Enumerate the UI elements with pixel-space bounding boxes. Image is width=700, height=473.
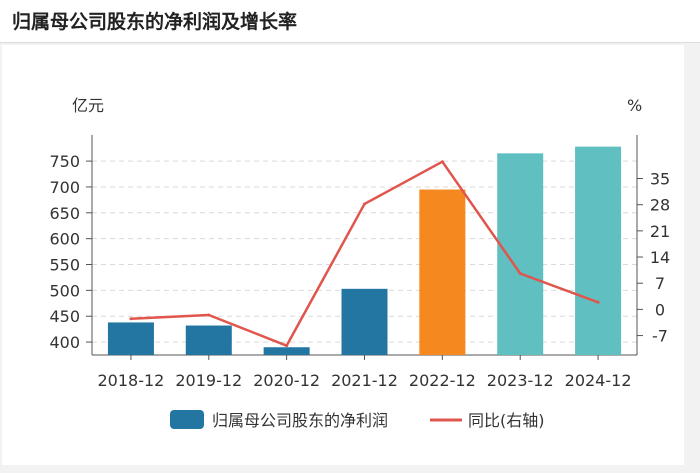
- x-tick-label: 2020-12: [253, 371, 320, 390]
- x-tick-label: 2019-12: [175, 371, 242, 390]
- right-tick-label: -7: [652, 327, 668, 346]
- bar-2018-12: [107, 322, 154, 355]
- right-tick-label: 35: [650, 170, 670, 189]
- bar-2023-12: [497, 153, 544, 355]
- right-tick-label: 14: [650, 248, 670, 267]
- left-tick-label: 600: [49, 230, 80, 249]
- x-tick-label: 2024-12: [565, 371, 632, 390]
- x-tick-label: 2023-12: [487, 371, 554, 390]
- growth-point-2019-12: [207, 313, 211, 317]
- bar-2022-12: [419, 189, 466, 355]
- right-tick-label: 21: [650, 222, 670, 241]
- x-tick-label: 2018-12: [97, 371, 164, 390]
- growth-point-2023-12: [518, 271, 522, 275]
- bar-2019-12: [185, 325, 232, 355]
- right-axis-unit: %: [627, 96, 642, 115]
- bar-2021-12: [341, 288, 388, 355]
- left-tick-label: 750: [49, 152, 80, 171]
- right-tick-label: 0: [655, 300, 665, 319]
- left-axis-unit: 亿元: [72, 96, 104, 115]
- bar-2020-12: [263, 347, 310, 355]
- left-tick-label: 550: [49, 256, 80, 275]
- legend-swatch-profit: [170, 410, 204, 429]
- chart-svg: 400 450 500 550 600 650 700 750 -7 0 7 14 21 28 35 亿元 % 2…: [49, 96, 670, 430]
- right-tick-label: 28: [650, 196, 670, 215]
- growth-point-2024-12: [596, 300, 600, 304]
- chart-card: 400 450 500 550 600 650 700 750 -7 0 7 14 21 28 35 亿元% 2…: [2, 45, 684, 465]
- x-tick-label: 2022-12: [409, 371, 476, 390]
- bar-2024-12: [575, 146, 622, 355]
- growth-point-2020-12: [285, 344, 289, 348]
- growth-point-2018-12: [129, 317, 133, 321]
- legend-label-profit: 归属母公司股东的净利润: [212, 411, 388, 430]
- chart-title: 归属母公司股东的净利润及增长率: [12, 11, 298, 33]
- left-tick-label: 700: [49, 178, 80, 197]
- left-tick-label: 500: [49, 281, 80, 300]
- left-tick-label: 650: [49, 204, 80, 223]
- legend-label-growth: 同比(右轴): [468, 411, 545, 430]
- right-tick-label: 7: [655, 274, 665, 293]
- growth-point-2022-12: [440, 160, 444, 164]
- left-tick-label: 450: [49, 307, 80, 326]
- x-tick-label: 2021-12: [331, 371, 398, 390]
- left-tick-label: 400: [49, 333, 80, 352]
- header-bar: 归属母公司股东的净利润及增长率: [0, 0, 700, 43]
- growth-point-2021-12: [363, 202, 366, 206]
